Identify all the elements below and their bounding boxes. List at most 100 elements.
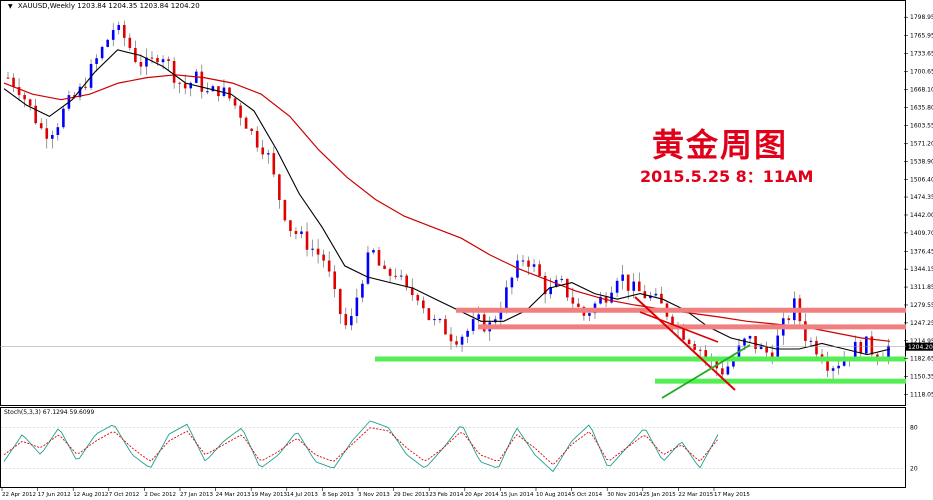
indicator-lines-layer <box>3 49 891 356</box>
candle-body <box>51 135 54 139</box>
candle-body <box>826 361 829 371</box>
x-tick-label: 19 May 2013 <box>251 492 287 498</box>
candle-body <box>815 340 818 355</box>
stoch-level-label: 20 <box>910 465 918 472</box>
candle-body <box>366 252 370 284</box>
candle-body <box>23 95 26 100</box>
candle-body <box>422 300 425 309</box>
candle-body <box>759 346 763 350</box>
ma-fast-line <box>3 49 891 356</box>
candle-body <box>283 200 287 221</box>
candle-body <box>482 314 486 332</box>
candle-body <box>106 39 109 47</box>
x-tick-label: 29 Dec 2013 <box>394 492 430 498</box>
candle-body <box>776 335 780 360</box>
candle-body <box>250 128 253 132</box>
candle-body <box>399 275 403 277</box>
candle-body <box>704 350 708 357</box>
candle-body <box>787 318 791 321</box>
y-tick-label: 1571.20 <box>910 140 933 147</box>
levels-layer <box>0 296 906 399</box>
candle-body <box>134 47 137 62</box>
support-band-upper <box>375 356 906 362</box>
symbol-name: XAUUSD,Weekly <box>17 2 76 10</box>
candle-body <box>145 57 148 67</box>
candle-body <box>538 264 541 276</box>
candle-body <box>560 278 564 280</box>
candle-body <box>266 153 270 155</box>
candle-body <box>510 277 514 288</box>
candle-body <box>322 254 325 261</box>
y-tick-label: 1376.45 <box>910 248 933 255</box>
candle-body <box>228 87 231 99</box>
candle-body <box>394 275 397 277</box>
x-tick-label: 17 Jun 2012 <box>38 492 71 498</box>
candle-body <box>499 310 503 320</box>
candle-body <box>305 231 309 250</box>
candle-body <box>333 271 337 290</box>
candle-body <box>466 330 469 337</box>
candle-body <box>505 287 508 311</box>
x-tick-label: 30 Nov 2014 <box>607 492 643 498</box>
candle-body <box>28 99 32 106</box>
candle-body <box>111 30 115 40</box>
candle-body <box>388 268 392 276</box>
candle-body <box>350 316 353 326</box>
candle-body <box>311 248 314 250</box>
annotation-title: 黄金周图 <box>652 126 789 164</box>
candle-body <box>95 58 98 64</box>
candle-body <box>671 316 674 328</box>
candle-body <box>128 37 132 48</box>
candle-body <box>649 295 652 299</box>
x-tick-label: 23 Feb 2014 <box>429 492 464 498</box>
candle-body <box>344 314 348 326</box>
stoch-label: Stoch(5,3,3) 67.1294 59.6099 <box>4 409 95 416</box>
candle-body <box>804 321 807 341</box>
candle-body <box>455 341 458 345</box>
candle-body <box>416 295 420 301</box>
candle-body <box>100 46 104 59</box>
x-tick-label: 24 Mar 2013 <box>216 492 251 498</box>
y-tick-label: 1118.05 <box>910 391 933 398</box>
y-tick-label: 1409.70 <box>910 230 933 237</box>
candle-body <box>599 296 602 304</box>
x-tick-label: 3 Nov 2013 <box>358 492 390 498</box>
y-tick-label: 1442.00 <box>910 212 933 219</box>
y-tick-label: 1474.35 <box>910 194 933 201</box>
y-tick-label: 1150.35 <box>910 374 933 381</box>
candle-body <box>172 60 176 83</box>
candle-body <box>438 319 442 321</box>
y-tick-label: 1700.65 <box>910 69 933 76</box>
candle-body <box>39 123 43 129</box>
collapse-triangle-icon[interactable]: ▼ <box>8 3 13 10</box>
candle-body <box>150 57 154 59</box>
x-tick-label: 7 Oct 2012 <box>109 492 140 498</box>
price-axis: 1798.95 1765.95 1733.65 1700.65 1668.10 1635.… <box>904 14 933 398</box>
candle-body <box>62 108 65 128</box>
candle-body <box>56 127 60 136</box>
candle-body <box>460 336 464 345</box>
candle-body <box>809 340 813 342</box>
ohlc-values: 1203.84 1204.35 1203.84 1204.20 <box>77 2 200 10</box>
candle-body <box>698 349 702 351</box>
uptrend-line <box>661 344 751 399</box>
candle-body <box>255 131 259 148</box>
annotation-datetime: 2015.5.25 8：11AM <box>640 167 814 186</box>
candle-body <box>577 303 580 307</box>
x-tick-label: 27 Jan 2013 <box>180 492 213 498</box>
stoch-k-line <box>3 420 719 473</box>
candle-body <box>615 280 619 293</box>
candle-body <box>117 24 121 31</box>
candle-body <box>471 319 475 331</box>
y-tick-label: 1311.85 <box>910 284 933 291</box>
candle-body <box>571 297 575 304</box>
candle-body <box>178 82 181 84</box>
candle-body <box>161 59 165 63</box>
candle-body <box>765 346 768 353</box>
stoch-pane-border <box>0 407 906 488</box>
candle-body <box>427 308 431 320</box>
candle-body <box>549 286 552 295</box>
candle-body <box>527 260 530 267</box>
